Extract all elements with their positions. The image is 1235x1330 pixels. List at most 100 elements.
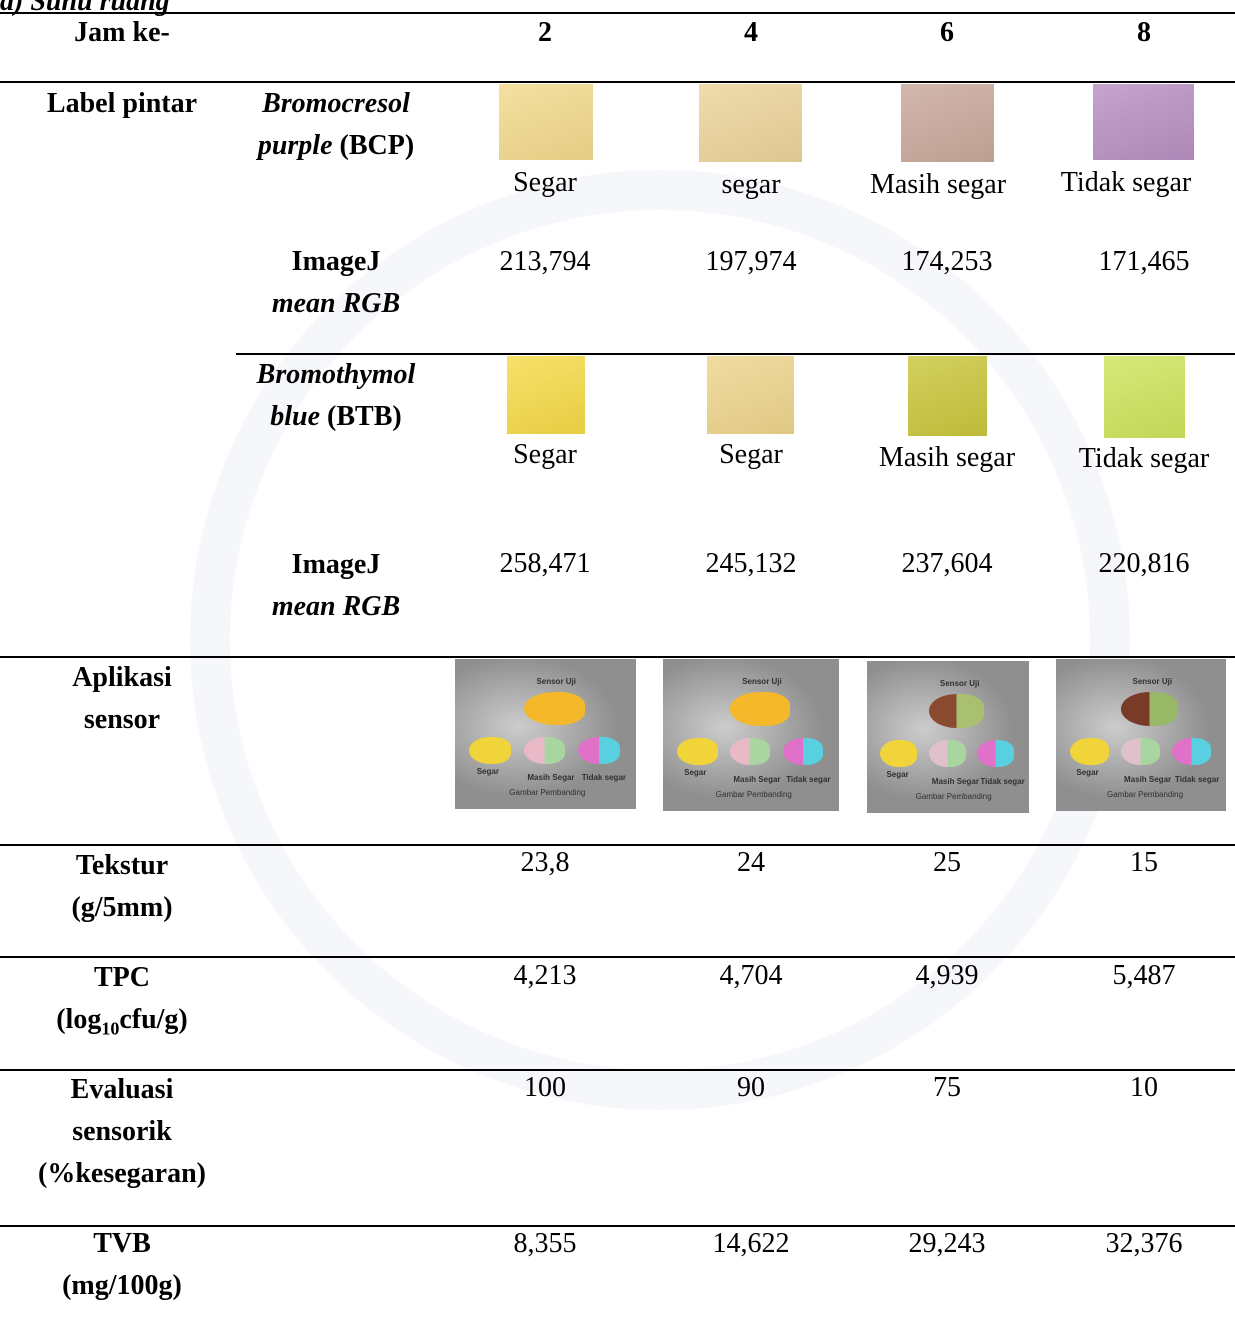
bcp-name-italic: Bromocresol [262,88,410,119]
header-hour-2: 2 [538,17,552,48]
sensor-label-tidak: Tidak segar [1175,774,1220,784]
bcp-imagej-label2: mean RGB [271,288,401,319]
btb-imagej-h2: 258,471 [499,548,591,579]
bcp-swatch-h8 [1093,84,1194,160]
sensor-label-segar: Segar [476,767,499,776]
sensor-fish-compare [677,738,718,766]
bcp-status-h6: Masih segar [869,169,1007,200]
tvb-h6: 29,243 [908,1228,986,1259]
sensor-label-masih: Masih Segar [931,776,979,786]
sensor-fish-compare [1120,738,1160,766]
evaluasi-title3: (%kesegaran) [38,1158,206,1189]
tpc-title2b: cfu/g) [119,1004,188,1035]
tpc-h6: 4,939 [915,960,979,991]
sensor-label-tidak: Tidak segar [786,774,831,784]
evaluasi-title2: sensorik [72,1116,172,1147]
tvb-h4: 14,622 [712,1228,790,1259]
sensor-fish-compare [1069,738,1109,766]
btb-name-italic2: blue [270,401,321,432]
bcp-abbr: (BCP) [339,130,415,161]
sensor-glare [455,659,636,809]
sensor-fish-compare [782,738,824,766]
bcp-imagej-h4: 197,974 [705,246,797,277]
sensor-fish-compare [1171,738,1211,766]
sensor-photo-h2: Sensor Uji Segar Masih Segar Tidak segar Gam… [455,659,636,809]
sensor-label-segar: Segar [1076,768,1099,778]
sensor-fish-test [1120,692,1179,726]
bcp-status-h4: segar [721,169,781,200]
tekstur-h8: 15 [1130,847,1158,878]
btb-imagej-h6: 237,604 [901,548,993,579]
sensor-label-bottom: Gambar Pembanding [509,788,586,797]
rule-top [0,12,1235,14]
evaluasi-title: Evaluasi sensorik (%kesegaran) [18,1069,226,1195]
sensor-label-masih: Masih Segar [527,773,575,782]
tpc-title: TPC (log10cfu/g) [18,957,226,1050]
sensor-label-bottom: Gambar Pembanding [915,791,992,801]
sensor-label-segar: Segar [886,770,909,780]
sensor-label-top: Sensor Uji [742,677,782,687]
btb-name-italic: Bromothymol [256,359,416,390]
sensor-glare [1056,659,1226,811]
tekstur-h2: 23,8 [520,847,570,878]
bcp-imagej-label: ImageJ mean RGB [236,241,436,325]
btb-swatch-h4 [707,356,794,434]
bcp-imagej-label1: ImageJ [291,246,381,277]
tekstur-title: Tekstur (g/5mm) [18,845,226,929]
bcp-imagej-h6: 174,253 [901,246,993,277]
sensor-photo-h4: Sensor Uji Segar Masih Segar Tidak segar Gam… [663,659,839,811]
header-hour-6: 6 [940,17,954,48]
tvb-title: TVB (mg/100g) [18,1223,226,1307]
evaluasi-h8: 10 [1130,1072,1158,1103]
tpc-h8: 5,487 [1112,960,1176,991]
btb-status-h2: Segar [513,439,577,470]
sensor-glare [663,659,839,811]
sensor-fish-test [729,692,790,726]
btb-imagej-label: ImageJ mean RGB [236,544,436,628]
sensor-label-bottom: Gambar Pembanding [1107,789,1184,799]
tekstur-title2: (g/5mm) [71,892,173,923]
sensor-fish-compare [729,738,771,766]
bcp-imagej-h8: 171,465 [1098,246,1190,277]
sensor-glare [867,661,1029,813]
bcp-swatch-h2 [499,84,593,160]
sensor-label-top: Sensor Uji [1132,677,1173,687]
bcp-status-h8: Tidak segar [1060,167,1192,198]
tvb-h8: 32,376 [1105,1228,1183,1259]
evaluasi-title1: Evaluasi [70,1074,174,1105]
btb-swatch-h8 [1104,356,1185,438]
header-label: Jam ke- [74,17,170,48]
btb-swatch-h6 [908,356,987,436]
sensor-label-masih: Masih Segar [1124,774,1172,784]
header-hour-8: 8 [1137,17,1151,48]
tpc-title2sub: 10 [101,1018,120,1039]
btb-imagej-label1: ImageJ [291,549,381,580]
btb-status-h6: Masih segar [878,442,1016,473]
label-pintar-title: Label pintar [46,88,198,119]
btb-status-h4: Segar [719,439,783,470]
tvb-h2: 8,355 [513,1228,577,1259]
tpc-h2: 4,213 [513,960,577,991]
sensor-photo-h8: Sensor Uji Segar Masih Segar Tidak segar Gam… [1056,659,1226,811]
sensor-label-top: Sensor Uji [536,677,577,686]
rule-tpc [0,956,1235,958]
bcp-imagej-h2: 213,794 [499,246,591,277]
tpc-title2a: (log [56,1004,102,1035]
btb-name: Bromothymol blue (BTB) [236,354,436,438]
rule-tvb [0,1225,1235,1227]
btb-swatch-h2 [507,356,585,434]
sensor-fish-compare [879,740,918,768]
tekstur-h6: 25 [933,847,961,878]
sensor-label-tidak: Tidak segar [581,773,627,782]
btb-imagej-h4: 245,132 [705,548,797,579]
bcp-status-h2: Segar [513,167,577,198]
sensor-label-tidak: Tidak segar [980,776,1025,786]
sensor-label-top: Sensor Uji [939,679,980,689]
evaluasi-h6: 75 [933,1072,961,1103]
rule-bcp-btb [236,353,1235,355]
bcp-name-italic2: purple [257,130,333,161]
bcp-swatch-h4 [699,84,802,162]
tekstur-h4: 24 [737,847,765,878]
tvb-title2: (mg/100g) [62,1270,182,1301]
sensor-label-bottom: Gambar Pembanding [715,789,792,799]
